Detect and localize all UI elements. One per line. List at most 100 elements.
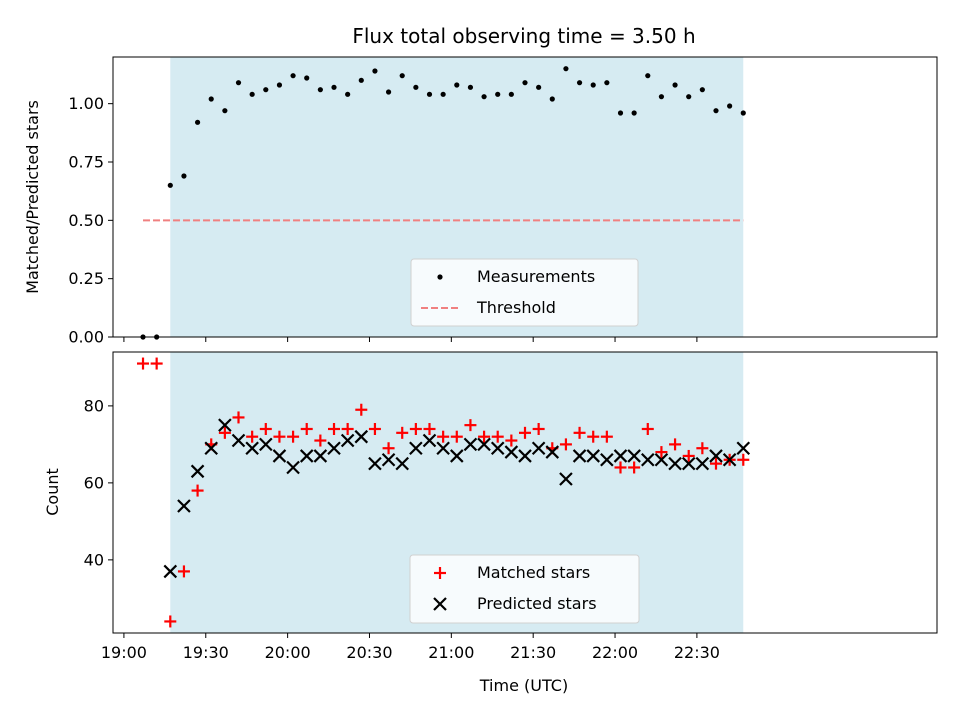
predicted-stars-point: [600, 453, 614, 467]
predicted-stars-point: [545, 445, 560, 459]
measurement-point: [740, 110, 746, 116]
measurement-point: [590, 82, 596, 88]
matched-stars-point: [532, 422, 545, 435]
matched-stars-point: [614, 461, 627, 474]
predicted-stars-point: [477, 437, 491, 452]
ratio-y-tick-label: 0.25: [68, 269, 104, 288]
matched-stars-point: [191, 484, 204, 497]
predicted-stars-point: [736, 441, 751, 456]
matched-stars-point: [314, 434, 327, 447]
matched-stars-point: [573, 426, 586, 439]
measurement-point: [358, 77, 364, 83]
measurement-point: [194, 119, 201, 125]
matched-stars-point: [177, 565, 190, 578]
ratio-y-tick-label: 1.00: [68, 94, 104, 113]
predicted-stars-series: [163, 418, 751, 579]
matched-stars-point: [273, 430, 286, 443]
matched-stars-point: [655, 446, 668, 459]
measurement-point: [454, 82, 460, 88]
measurement-point: [249, 91, 255, 97]
count-y-tick-label: 40: [84, 550, 104, 569]
predicted-stars-point: [218, 418, 232, 432]
measurement-point: [508, 91, 514, 97]
measurement-point: [481, 94, 487, 100]
measurement-point: [263, 87, 269, 93]
matched-stars-point: [218, 426, 231, 439]
predicted-stars-point: [409, 441, 423, 456]
predicted-stars-point: [204, 441, 219, 456]
measurement-point: [576, 80, 583, 86]
ratio-legend: Measurements Threshold: [410, 258, 639, 327]
predicted-stars-point: [504, 445, 519, 459]
measurement-point: [385, 89, 392, 95]
chart-title: Flux total observing time = 3.50 h: [352, 24, 695, 48]
measurement-point: [522, 80, 528, 86]
predicted-stars-point: [299, 449, 314, 463]
measurement-point: [604, 80, 610, 86]
count-x-tick-label: 22:30: [674, 643, 720, 662]
matched-stars-point: [478, 430, 491, 443]
measurement-point: [276, 82, 283, 88]
legend-label-matched-stars: Matched stars: [477, 563, 590, 582]
measurement-point: [167, 182, 173, 188]
matched-stars-point: [696, 442, 709, 455]
matched-stars-point: [737, 453, 750, 466]
matched-stars-point: [328, 422, 341, 435]
legend-marker-matched-stars: [434, 567, 446, 579]
measurement-point: [372, 68, 378, 74]
legend-label-measurements: Measurements: [477, 267, 595, 286]
predicted-stars-point: [163, 564, 178, 579]
measurement-point: [208, 96, 214, 102]
predicted-stars-point: [436, 441, 450, 456]
predicted-stars-point: [422, 433, 437, 448]
measurement-point: [563, 66, 569, 72]
measurement-point: [399, 73, 405, 79]
matched-stars-point: [355, 403, 368, 416]
legend-label-threshold: Threshold: [476, 298, 556, 317]
count-y-axis: 40 60 80: [84, 396, 113, 569]
predicted-stars-point: [272, 449, 287, 463]
predicted-stars-point: [463, 437, 478, 452]
predicted-stars-point: [654, 453, 669, 467]
measurement-point: [686, 94, 692, 100]
measurement-point: [699, 87, 705, 93]
predicted-stars-point: [627, 449, 641, 463]
count-x-tick-label: 21:30: [510, 643, 556, 662]
predicted-stars-point: [709, 449, 723, 463]
predicted-stars-point: [177, 499, 191, 513]
matched-stars-point: [464, 419, 477, 432]
matched-stars-point: [641, 422, 654, 435]
ratio-panel: Flux total observing time = 3.50 h 0.000…: [23, 24, 938, 347]
ratio-y-tick-label: 0.75: [68, 153, 104, 172]
measurement-point: [658, 94, 665, 100]
predicted-stars-point: [368, 456, 382, 471]
matched-stars-point: [423, 422, 436, 435]
matched-stars-point: [491, 430, 504, 443]
measurement-point: [413, 84, 419, 90]
matched-stars-point: [519, 426, 531, 439]
predicted-stars-point: [354, 429, 369, 444]
measurement-point: [549, 96, 555, 102]
matched-stars-point: [164, 615, 177, 628]
matched-stars-point: [232, 411, 245, 424]
predicted-stars-point: [722, 453, 737, 467]
matched-stars-point: [628, 461, 641, 474]
count-y-axis-label: Count: [43, 468, 62, 516]
measurement-point: [235, 80, 242, 86]
predicted-stars-point: [695, 456, 710, 471]
matched-stars-point: [600, 430, 613, 443]
measurement-point: [536, 84, 542, 90]
predicted-stars-point: [340, 433, 355, 448]
count-x-tick-label: 22:00: [592, 643, 638, 662]
predicted-stars-point: [641, 453, 655, 467]
legend-label-predicted-stars: Predicted stars: [477, 594, 597, 613]
ratio-y-tick-label: 0.50: [68, 211, 104, 230]
measurement-point: [631, 110, 637, 116]
matched-stars-point: [396, 426, 409, 439]
predicted-stars-point: [450, 449, 464, 463]
legend-marker-predicted-stars: [433, 597, 447, 611]
measurement-point: [713, 108, 719, 114]
count-x-axis: 19:00 19:30 20:00 20:30 21:00 21:30 22:00 22:30: [101, 633, 720, 662]
measurements-series: [140, 66, 746, 340]
